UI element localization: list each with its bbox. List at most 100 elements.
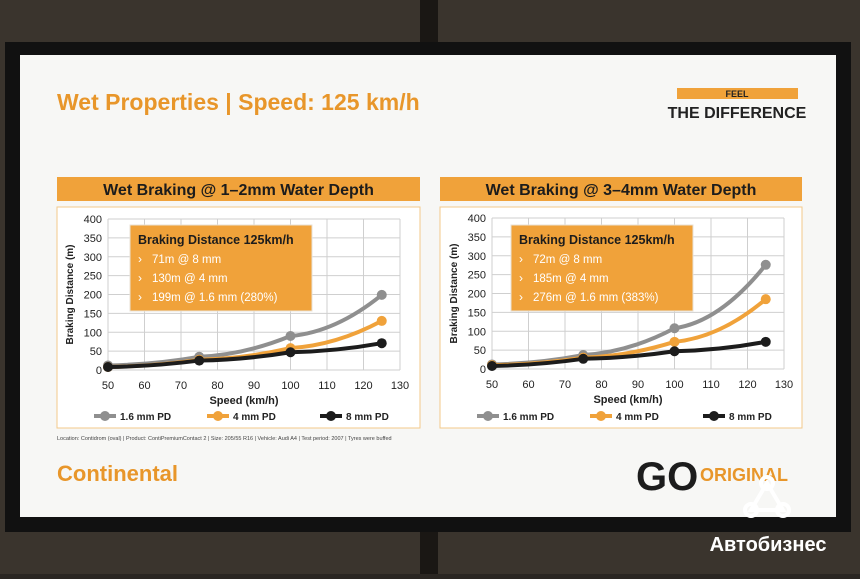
point [285, 331, 296, 342]
annotation-box [129, 224, 313, 312]
x-tick-label: 50 [102, 380, 114, 392]
bullet: › [138, 252, 142, 266]
point [487, 360, 497, 371]
point [376, 315, 387, 326]
chart-title-bar [57, 177, 420, 201]
annotation-item: 71m @ 8 mm [152, 254, 221, 266]
point [669, 346, 680, 357]
x-tick-label: 60 [138, 380, 150, 392]
annotation-item: 185m @ 4 mm [533, 273, 609, 285]
point [194, 355, 205, 366]
point [669, 323, 680, 334]
slide-title: Wet Properties | Speed: 125 km/h [57, 89, 420, 115]
y-tick-label: 250 [468, 270, 486, 282]
y-tick-label: 400 [468, 213, 486, 225]
legend-marker [100, 411, 110, 421]
bullet: › [138, 290, 142, 304]
legend-marker [596, 411, 606, 421]
y-tick-label: 400 [84, 214, 102, 226]
bullet: › [138, 271, 142, 285]
x-tick-label: 60 [522, 379, 534, 391]
y-axis-label: Braking Distance (m) [449, 243, 460, 343]
point [760, 294, 771, 305]
point [669, 336, 680, 347]
annotation-title: Braking Distance 125km/h [519, 233, 675, 247]
series-line [490, 339, 768, 368]
annotation-item: 276m @ 1.6 mm (383%) [533, 292, 659, 304]
bullet: › [519, 290, 523, 304]
annotation-box [510, 224, 694, 312]
legend-label: 8 mm PD [729, 412, 772, 423]
brand: Continental [57, 461, 178, 486]
y-tick-label: 350 [84, 233, 102, 245]
legend-label: 4 mm PD [233, 412, 276, 423]
x-tick-label: 90 [632, 379, 644, 391]
y-tick-label: 250 [84, 271, 102, 283]
x-tick-label: 120 [738, 379, 756, 391]
y-tick-label: 350 [468, 232, 486, 244]
point [376, 289, 387, 300]
x-tick-label: 130 [391, 380, 409, 392]
point [760, 336, 771, 347]
legend-label: 1.6 mm PD [503, 412, 554, 423]
x-tick-label: 70 [175, 380, 187, 392]
point [578, 353, 589, 364]
bullet: › [519, 271, 523, 285]
y-tick-label: 150 [468, 307, 486, 319]
legend-label: 1.6 mm PD [120, 412, 171, 423]
annotation-title: Braking Distance 125km/h [138, 233, 294, 247]
difference: THE DIFFERENCE [668, 105, 807, 122]
bullet: › [519, 252, 523, 266]
watermark-logo [743, 475, 791, 518]
point [760, 259, 771, 270]
y-tick-label: 200 [468, 289, 486, 301]
chart-title-bar [440, 177, 802, 201]
x-tick-label: 100 [281, 380, 299, 392]
legend-label: 4 mm PD [616, 412, 659, 423]
y-axis-label: Braking Distance (m) [65, 244, 76, 344]
point [285, 347, 296, 358]
y-tick-label: 50 [90, 346, 102, 358]
x-tick-label: 110 [702, 379, 720, 391]
point [103, 361, 113, 372]
x-tick-label: 70 [559, 379, 571, 391]
x-tick-label: 80 [595, 379, 607, 391]
x-tick-label: 90 [248, 380, 260, 392]
chart-title: Wet Braking @ 1–2mm Water Depth [103, 182, 374, 199]
x-tick-label: 130 [775, 379, 793, 391]
y-tick-label: 50 [474, 345, 486, 357]
y-tick-label: 0 [96, 365, 102, 377]
legend-marker [709, 411, 719, 421]
y-tick-label: 100 [468, 326, 486, 338]
y-tick-label: 300 [84, 252, 102, 264]
point [376, 338, 387, 349]
chart-title: Wet Braking @ 3–4mm Water Depth [486, 182, 757, 199]
original: ORIGINAL [700, 465, 788, 485]
y-tick-label: 100 [84, 327, 102, 339]
legend-marker [213, 411, 223, 421]
y-tick-label: 200 [84, 290, 102, 302]
annotation-item: 130m @ 4 mm [152, 273, 228, 285]
feel-bar [677, 88, 798, 99]
go: GO [636, 455, 698, 499]
series-line [106, 341, 384, 369]
x-tick-label: 120 [354, 380, 372, 392]
x-tick-label: 50 [486, 379, 498, 391]
x-tick-label: 80 [211, 380, 223, 392]
legend-marker [326, 411, 336, 421]
y-tick-label: 300 [468, 251, 486, 263]
watermark: Автобизнес [710, 534, 827, 556]
annotation-item: 199m @ 1.6 mm (280%) [152, 292, 278, 304]
x-tick-label: 110 [318, 380, 336, 392]
footnote: Location: Contidrom (oval) | Product: Co… [57, 436, 392, 442]
y-tick-label: 0 [480, 364, 486, 376]
x-axis-label: Speed (km/h) [593, 394, 662, 406]
y-tick-label: 150 [84, 308, 102, 320]
x-axis-label: Speed (km/h) [209, 395, 278, 407]
feel: FEEL [725, 89, 749, 99]
legend-marker [483, 411, 493, 421]
annotation-item: 72m @ 8 mm [533, 254, 602, 266]
legend-label: 8 mm PD [346, 412, 389, 423]
